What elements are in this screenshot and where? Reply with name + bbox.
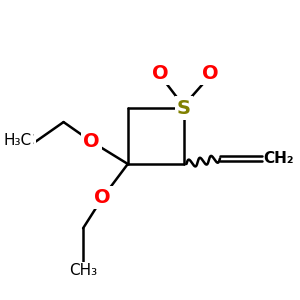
Text: O: O — [94, 188, 111, 207]
Text: H: H — [23, 133, 34, 148]
Text: H₃C: H₃C — [3, 133, 32, 148]
Text: CH₂: CH₂ — [263, 151, 294, 166]
Text: H₃C: H₃C — [6, 133, 34, 148]
Text: O: O — [152, 64, 168, 83]
Text: CH₃: CH₃ — [69, 263, 97, 278]
Text: S: S — [177, 99, 191, 118]
Text: O: O — [83, 132, 100, 151]
Text: H₃C: H₃C — [6, 133, 34, 148]
Text: O: O — [202, 64, 218, 83]
